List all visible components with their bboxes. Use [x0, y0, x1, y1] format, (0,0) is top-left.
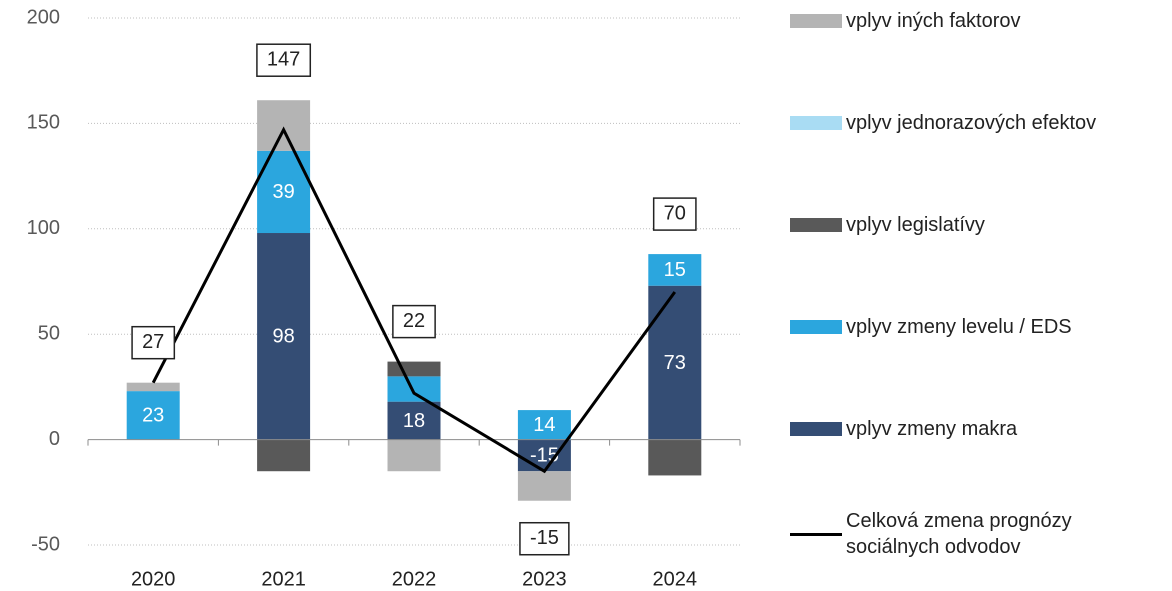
total-label: 147: [267, 48, 300, 70]
legend-label: vplyv iných faktorov: [846, 10, 1021, 32]
legend-label: vplyv zmeny levelu / EDS: [846, 316, 1072, 338]
x-tick-label: 2021: [261, 568, 306, 590]
data-label: 15: [664, 259, 686, 281]
bar-segment: [517, 471, 571, 501]
y-tick-label: -50: [31, 533, 60, 555]
legend-swatch: [790, 320, 842, 334]
bar-segment: [387, 376, 441, 402]
legend-label: vplyv zmeny makra: [846, 418, 1018, 440]
total-label: 22: [403, 310, 425, 332]
x-tick-label: 2023: [522, 568, 567, 590]
data-label: 39: [272, 181, 294, 203]
legend-item: vplyv zmeny levelu / EDS: [790, 314, 1116, 340]
bar-segment: [387, 361, 441, 377]
bar-segment: [517, 410, 571, 440]
total-label-box: [652, 197, 697, 231]
total-label: -15: [530, 527, 559, 549]
bar-segment: [387, 439, 441, 472]
total-label: 70: [664, 202, 686, 224]
bar-segment: [257, 100, 311, 151]
legend-swatch: [790, 532, 842, 536]
y-tick-label: 0: [49, 428, 60, 450]
legend-item: vplyv legislatívy: [790, 212, 1116, 238]
bar-segment: [648, 254, 702, 286]
legend-swatch: [790, 218, 842, 232]
legend-swatch: [790, 14, 842, 28]
y-tick-label: 100: [27, 217, 60, 239]
data-label: 14: [533, 414, 555, 436]
legend-item: vplyv zmeny makra: [790, 416, 1116, 442]
bar-segment: [126, 382, 180, 392]
legend-label: Celková zmena prognózy sociálnych odvodo…: [846, 510, 1072, 558]
legend-swatch: [790, 116, 842, 130]
bar-segment: [257, 233, 311, 440]
x-tick-label: 2022: [392, 568, 437, 590]
legend-item: vplyv jednorazových efektov: [790, 110, 1116, 136]
bar-segment: [257, 439, 311, 472]
legend-swatch: [790, 422, 842, 436]
total-label-box: [131, 325, 176, 360]
legend-label: vplyv jednorazových efektov: [846, 112, 1097, 134]
plot: -50 0 50 100 150 200 98 18 -15 73 23 39 14 15 2020 2021…: [27, 6, 741, 590]
total-label-box: [256, 43, 312, 77]
data-label: 23: [142, 405, 164, 427]
legend-label: vplyv legislatívy: [846, 214, 985, 236]
x-tick-label: 2020: [131, 568, 176, 590]
y-tick-label: 150: [27, 112, 60, 134]
total-line: [151, 126, 677, 474]
total-label: 27: [142, 331, 164, 353]
bar-segment: [648, 439, 702, 476]
bar-segment: [648, 285, 702, 440]
data-label: 18: [403, 410, 425, 432]
data-label: 73: [664, 352, 686, 374]
y-tick-label: 200: [27, 6, 60, 28]
legend-item: Celková zmena prognózy sociálnych odvodo…: [790, 508, 1116, 560]
bar-segment: [126, 391, 180, 440]
data-label: 98: [272, 326, 294, 348]
x-tick-label: 2024: [653, 568, 698, 590]
legend-item: vplyv iných faktorov: [790, 8, 1116, 34]
bar-segment: [387, 401, 441, 440]
total-label-box: [392, 304, 436, 339]
y-tick-label: 50: [38, 322, 60, 344]
total-label-box: [519, 521, 570, 556]
